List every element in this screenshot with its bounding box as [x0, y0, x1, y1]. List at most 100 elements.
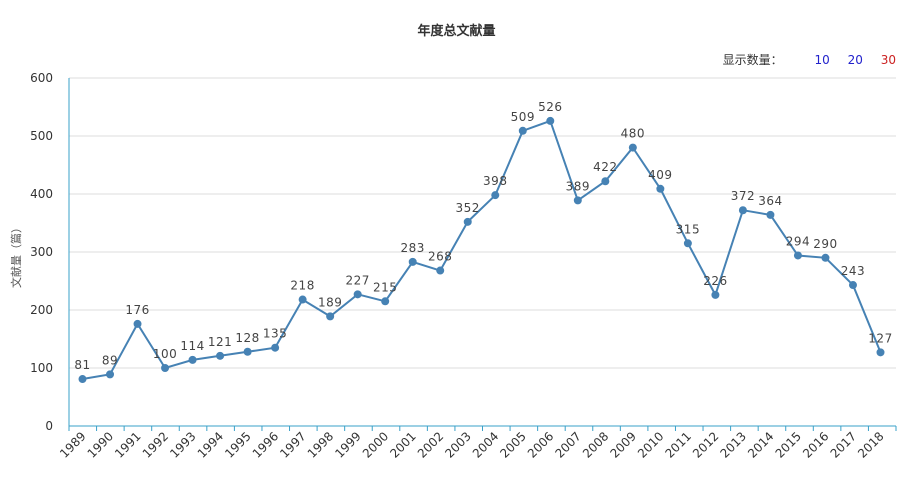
y-tick-label: 500 — [30, 129, 53, 143]
data-point — [573, 196, 582, 205]
data-point — [408, 257, 417, 266]
data-point — [848, 281, 857, 290]
y-axis-title: 文献量（篇） — [9, 222, 23, 288]
data-point — [161, 364, 170, 372]
x-tick-label: 2012 — [690, 429, 721, 460]
x-tick-label: 2009 — [607, 429, 638, 460]
y-tick-label: 0 — [45, 419, 53, 433]
data-point — [821, 253, 830, 262]
x-tick-label: 1993 — [167, 429, 198, 460]
data-point — [353, 290, 362, 299]
data-label: 509 — [511, 110, 535, 124]
data-point — [876, 348, 885, 357]
data-point — [133, 319, 142, 328]
data-point — [188, 355, 197, 364]
data-label: 121 — [208, 335, 232, 349]
x-axis: 1989199019911992199319941995199619971998… — [57, 425, 897, 461]
x-tick-label: 2005 — [497, 429, 528, 460]
chart-title: 年度总文献量 — [417, 24, 496, 39]
data-label: 128 — [235, 331, 259, 345]
x-tick-label: 1999 — [332, 429, 363, 460]
y-tick-label: 600 — [30, 71, 53, 85]
x-tick-label: 2016 — [800, 429, 831, 460]
data-point — [381, 297, 390, 306]
data-point — [491, 191, 500, 200]
x-tick-label: 2013 — [718, 429, 749, 460]
data-label: 352 — [456, 201, 480, 215]
data-point — [766, 210, 775, 219]
data-label: 422 — [593, 160, 617, 174]
series-line — [82, 119, 882, 380]
display-count-selector: 显示数量： 10 20 30 — [723, 51, 896, 68]
y-tick-label: 200 — [30, 303, 53, 317]
y-tick-label: 300 — [30, 245, 53, 259]
data-label: 218 — [290, 279, 314, 293]
x-tick-label: 1990 — [85, 429, 116, 460]
display-count-label: 显示数量： — [722, 53, 783, 67]
data-points — [78, 116, 885, 384]
data-point — [601, 177, 610, 186]
data-point — [546, 116, 555, 125]
data-point — [463, 217, 472, 226]
y-tick-label: 100 — [30, 361, 53, 375]
data-point — [628, 143, 637, 152]
y-axis: 0 100 200 300 400 500 600 — [30, 71, 70, 433]
data-label: 294 — [786, 234, 810, 248]
data-label: 81 — [74, 358, 90, 372]
data-label: 215 — [373, 280, 397, 294]
y-tick-label: 400 — [30, 187, 53, 201]
x-tick-label: 2007 — [552, 429, 583, 460]
x-tick-label: 1997 — [277, 429, 308, 460]
display-count-30-option[interactable]: 30 — [880, 53, 896, 67]
gridlines — [69, 77, 896, 369]
data-label: 114 — [180, 339, 204, 353]
data-label: 243 — [841, 264, 865, 278]
data-label: 227 — [345, 273, 369, 287]
x-tick-label: 1995 — [222, 429, 253, 460]
x-tick-label: 2010 — [635, 429, 666, 460]
data-label: 372 — [731, 189, 755, 203]
data-label: 480 — [621, 127, 645, 141]
x-tick-label: 2003 — [442, 429, 473, 460]
data-point — [656, 184, 665, 193]
data-point — [326, 312, 335, 321]
data-label: 127 — [868, 331, 892, 345]
data-label: 268 — [428, 250, 452, 264]
data-label: 135 — [263, 327, 287, 341]
data-label: 100 — [153, 347, 177, 361]
x-tick-label: 2004 — [470, 429, 501, 460]
data-label: 389 — [566, 179, 590, 193]
x-tick-label: 2015 — [773, 429, 804, 460]
data-point — [271, 343, 280, 352]
data-label: 283 — [401, 241, 425, 255]
data-label: 226 — [703, 274, 727, 288]
data-label: 398 — [483, 174, 507, 188]
data-point — [793, 251, 802, 260]
data-point — [518, 126, 527, 135]
data-label: 526 — [538, 100, 562, 114]
x-tick-label: 2006 — [525, 429, 556, 460]
data-point — [683, 239, 692, 248]
x-tick-label: 2014 — [745, 429, 776, 460]
display-count-20-option[interactable]: 20 — [847, 53, 863, 67]
x-tick-label: 2000 — [360, 429, 391, 460]
data-label: 315 — [676, 222, 700, 236]
data-point — [106, 370, 115, 379]
data-label: 89 — [102, 353, 118, 367]
data-point — [436, 266, 445, 275]
data-point — [78, 375, 87, 384]
data-point — [243, 347, 252, 356]
data-label: 189 — [318, 295, 342, 309]
data-label: 176 — [125, 303, 149, 317]
x-tick-label: 2011 — [663, 429, 694, 460]
x-tick-label: 2017 — [828, 429, 859, 460]
data-point — [298, 295, 307, 304]
display-count-10-option[interactable]: 10 — [814, 53, 830, 67]
data-label: 364 — [758, 194, 782, 208]
x-tick-label: 2008 — [580, 429, 611, 460]
data-point — [711, 290, 720, 299]
data-label: 409 — [648, 168, 672, 182]
x-tick-label: 2001 — [387, 429, 418, 460]
